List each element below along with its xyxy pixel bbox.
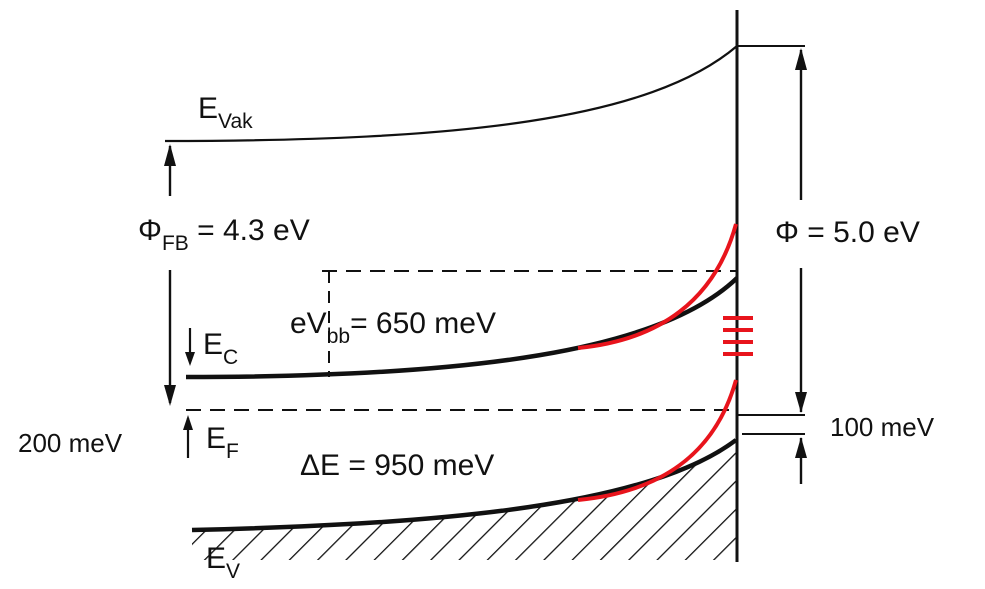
meV100-arrowhead-up: [795, 437, 807, 458]
phi-fb-arrowhead-up: [164, 144, 176, 166]
e-v-label: EV: [206, 542, 240, 583]
delta-e-label: ΔE = 950 meV: [300, 449, 494, 482]
meV200-label: 200 meV: [18, 428, 123, 458]
valence-band-curve: [191, 438, 738, 533]
surface-states-marks: [723, 316, 753, 356]
phi-label: Φ = 5.0 eV: [775, 216, 920, 249]
vacuum-level-curve: [164, 45, 738, 143]
phi-arrowhead-up: [795, 48, 807, 70]
conduction-band-curve: [185, 276, 739, 380]
ev-bb-label: eVbb= 650 meV: [290, 307, 496, 348]
e-vak-label: EVak: [198, 92, 253, 133]
phi-fb-arrowhead-down: [164, 385, 176, 406]
meV100-label: 100 meV: [830, 412, 935, 442]
phi-arrowhead-down: [795, 392, 807, 413]
red-conduction-overlay: [577, 223, 738, 350]
red-valence-overlay: [577, 379, 738, 502]
phi-fb-label: ΦFB = 4.3 eV: [138, 214, 310, 255]
e-c-label: EC: [203, 328, 238, 369]
meV200-arrowhead-up: [183, 415, 193, 430]
e-f-label: EF: [206, 422, 239, 463]
ec-arrowhead-down: [185, 352, 195, 366]
